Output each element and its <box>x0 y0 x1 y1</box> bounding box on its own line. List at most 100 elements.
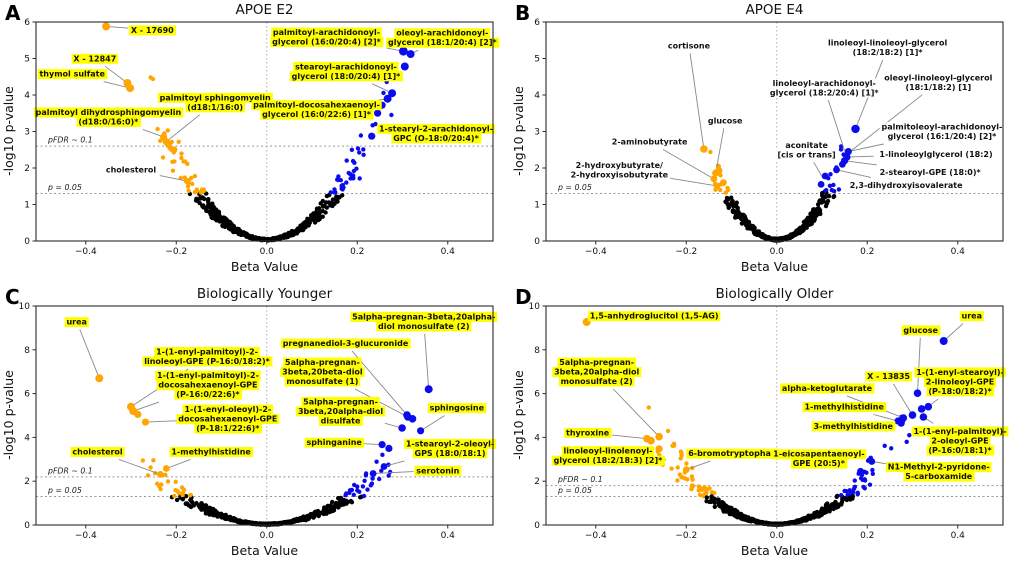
scatter-point <box>357 150 362 155</box>
scatter-point <box>172 493 177 499</box>
scatter-point <box>704 495 709 500</box>
threshold-label: p = 0.05 <box>47 486 82 495</box>
metabolite-annotation-label: 5alpha-pregnan-3beta,20alpha- <box>352 312 495 321</box>
scatter-point <box>155 481 160 486</box>
metabolite-annotation-label: glycerol (16:0/22:6) [1]* <box>262 110 372 119</box>
annotation-leader-line <box>917 337 921 394</box>
scatter-point <box>725 185 730 191</box>
scatter-point <box>864 470 869 475</box>
annotation-backdrop <box>877 167 984 178</box>
annotation-highlight <box>911 426 1009 437</box>
annotation-leader-lines <box>103 25 419 182</box>
scatter-point <box>718 187 723 193</box>
scatter-point <box>210 204 216 209</box>
scatter-point <box>832 501 838 507</box>
annotation-highlight <box>376 321 472 332</box>
x-tick-label: 0.2 <box>350 531 364 541</box>
metabolite-annotation-label: 2-hydroxybutyrate/ <box>576 161 663 170</box>
annotated-metabolite-point <box>917 405 926 413</box>
panel-title: APOE E2 <box>235 2 294 18</box>
metabolite-annotation-label: (P-16:0/22:6)* <box>176 390 240 399</box>
x-tick-label: −0.2 <box>165 247 187 257</box>
scatter-point <box>323 511 328 516</box>
scatter-point <box>703 490 709 496</box>
annotation-highlight <box>174 389 243 400</box>
panel-letter: D <box>515 285 532 309</box>
volcano-plot-apoe-e4: p = 0.05 cortisone glucose 2-aminobutyrate 2… <box>510 0 1020 284</box>
scatter-point <box>374 459 379 464</box>
annotation-leader-line <box>827 100 846 151</box>
annotation-highlight <box>564 427 612 438</box>
annotated-metabolite-point <box>157 471 164 478</box>
metabolite-annotation-label: 1-(1-enyl-oleoyl)-2- <box>184 405 271 414</box>
scatter-point <box>907 433 912 438</box>
scatter-point <box>752 225 757 230</box>
x-axis-label: Beta Value <box>230 259 299 274</box>
metabolite-annotation-label: 1-(1-enyl-palmitoyl)-2- <box>156 347 258 356</box>
y-axis-label: -log10 p-value <box>1 370 16 460</box>
metabolite-annotation-label: linoleoyl-GPE (P-16:0/18:2)* <box>144 357 270 366</box>
panel-title: APOE E4 <box>745 2 804 18</box>
scatter-point <box>218 511 224 517</box>
scatter-point <box>176 490 182 496</box>
scatter-point <box>298 226 303 232</box>
metabolite-annotation-label: [cis or trans] <box>778 150 836 159</box>
scatter-point <box>870 471 875 476</box>
scatter-point <box>679 475 684 480</box>
scatter-point <box>315 214 320 220</box>
metabolite-annotation-label: oleoyl-linoleoyl-glycerol <box>884 73 992 82</box>
annotated-metabolite-point <box>141 418 150 426</box>
scatter-point <box>815 511 820 516</box>
metabolite-annotation-label: (P-18:0/18:2)* <box>928 387 992 396</box>
y-tick-label: 2 <box>534 164 540 174</box>
annotation-highlight <box>70 446 125 457</box>
scatter-point <box>804 516 810 522</box>
scatter-point <box>709 495 714 500</box>
scatter-point <box>810 218 815 223</box>
annotation-leader-lines <box>662 53 923 187</box>
metabolite-annotation-label: linoleoyl-arachidonoyl- <box>773 79 876 88</box>
metabolite-annotation-label: sphingosine <box>430 404 485 413</box>
annotation-highlight <box>301 396 380 407</box>
metabolite-annotation-label: 5alpha-pregnan- <box>285 358 360 367</box>
scatter-point <box>349 147 355 152</box>
scatter-point <box>201 188 206 194</box>
scatter-point <box>882 443 887 448</box>
scatter-point <box>330 197 336 202</box>
scatter-point <box>712 504 717 509</box>
metabolite-annotation-label: glycerol (16:1/20:4) [2]* <box>888 132 998 141</box>
annotation-highlight <box>903 471 975 482</box>
scatter-point <box>315 512 320 517</box>
scatter-point <box>349 487 355 493</box>
scatter-point <box>186 188 191 193</box>
scatter-point <box>226 223 231 228</box>
scatter-point <box>269 522 275 527</box>
annotation-highlight <box>404 438 496 449</box>
annotation-highlight <box>157 92 273 103</box>
scatter-point <box>179 151 184 156</box>
metabolite-annotation-label: 2-linoleoyl-GPE <box>926 377 994 386</box>
scatter-point <box>801 516 806 521</box>
threshold-label: p = 0.05 <box>557 183 592 192</box>
scatter-point <box>827 509 832 514</box>
scatter-point <box>737 513 743 518</box>
scatter-point <box>370 476 375 481</box>
scatter-point <box>368 483 373 488</box>
x-tick-label: 0.4 <box>951 247 966 257</box>
metabolite-annotation-label: cortisone <box>668 42 711 51</box>
scatter-point <box>697 492 703 497</box>
annotation-highlight <box>283 357 362 368</box>
metabolite-annotation-label: thymol sulfate <box>39 70 105 79</box>
scatter-point <box>169 139 174 145</box>
annotated-metabolite-point <box>383 94 392 103</box>
scatter-point <box>180 493 185 498</box>
annotation-highlight <box>865 371 913 382</box>
metabolite-annotation-label: sphinganine <box>307 438 363 447</box>
annotation-leader-line <box>166 114 200 143</box>
annotation-highlight <box>33 107 184 118</box>
scatter-point <box>151 458 156 463</box>
annotation-backdrop <box>666 41 713 52</box>
annotation-leader-line <box>142 128 164 138</box>
scatter-point <box>360 484 366 489</box>
scatter-point <box>214 510 219 516</box>
